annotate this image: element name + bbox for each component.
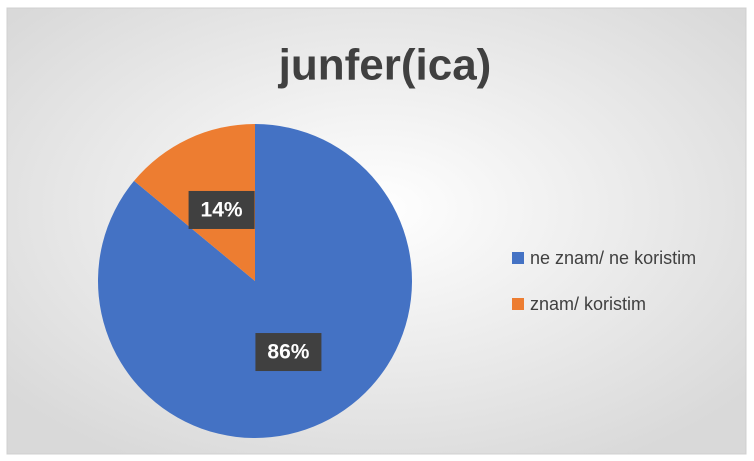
legend-swatch (512, 298, 524, 310)
legend-swatch (512, 252, 524, 264)
data-label: 86% (267, 341, 309, 364)
data-label-box (255, 333, 322, 372)
data-label-box (188, 190, 255, 229)
legend-label: ne znam/ ne koristim (530, 248, 696, 268)
pie-slice (97, 124, 412, 438)
chart-title: junfer(ica) (278, 41, 492, 90)
legend-label: znam/ koristim (530, 294, 646, 314)
data-label: 14% (201, 199, 243, 222)
